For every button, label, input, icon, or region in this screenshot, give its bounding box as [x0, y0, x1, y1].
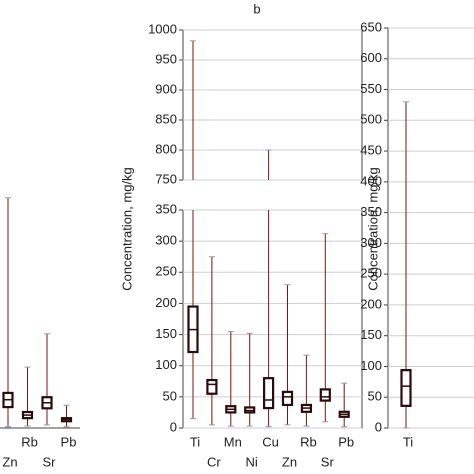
y-tick-label: 0: [170, 419, 177, 434]
y-tick-label: 50: [368, 389, 382, 404]
y-tick-label: 150: [360, 327, 382, 342]
box: [281, 390, 294, 407]
y-tick-label: 900: [155, 81, 177, 96]
y-tick-label: 100: [155, 357, 177, 372]
y-tick-label: 50: [163, 388, 177, 403]
x-tick-label: Sr: [321, 454, 335, 469]
x-tick-label: Pb: [338, 434, 354, 449]
y-tick-label: 950: [155, 51, 177, 66]
y-tick-label: 300: [360, 235, 382, 250]
x-tick-label: Sr: [43, 454, 57, 469]
y-tick-label: 150: [155, 326, 177, 341]
x-tick-label: Mn: [224, 434, 242, 449]
x-tick-label: Zn: [2, 454, 17, 469]
y-tick-label: 400: [360, 173, 382, 188]
x-tick-label: Ti: [403, 434, 413, 449]
y-tick-label: 1000: [148, 21, 177, 36]
x-tick-label: Rb: [300, 434, 317, 449]
panel-title: b: [253, 1, 260, 16]
y-tick-label: 250: [360, 266, 382, 281]
y-tick-label: 550: [360, 81, 382, 96]
y-tick-label: 200: [360, 296, 382, 311]
y-tick-label: 100: [360, 358, 382, 373]
y-tick-label: 450: [360, 143, 382, 158]
y-tick-label: 800: [155, 141, 177, 156]
x-tick-label: Zn: [282, 454, 297, 469]
y-axis-label: Concentration, mg/kg: [119, 167, 134, 291]
box: [206, 378, 218, 395]
y-tick-label: 600: [360, 50, 382, 65]
y-tick-label: 650: [360, 19, 382, 34]
y-tick-label: 500: [360, 112, 382, 127]
y-tick-label: 750: [155, 171, 177, 186]
box: [400, 369, 412, 407]
box: [263, 377, 275, 410]
x-tick-label: Cr: [207, 454, 221, 469]
x-tick-label: Cu: [262, 434, 279, 449]
x-tick-label: Ti: [190, 434, 200, 449]
y-tick-label: 300: [155, 233, 177, 248]
x-tick-label: Pb: [61, 434, 77, 449]
x-tick-label: Ni: [246, 454, 258, 469]
y-tick-label: 350: [360, 204, 382, 219]
plot-frame: [387, 27, 474, 429]
y-tick-label: 350: [155, 201, 177, 216]
plot-frame: [182, 29, 363, 181]
x-tick-label: Rb: [21, 434, 38, 449]
y-tick-label: 250: [155, 264, 177, 279]
y-tick-label: 0: [375, 419, 382, 434]
y-tick-label: 850: [155, 111, 177, 126]
y-tick-label: 200: [155, 295, 177, 310]
box: [319, 388, 331, 402]
y-axis-label: Concentration, mg/kg: [365, 167, 380, 291]
